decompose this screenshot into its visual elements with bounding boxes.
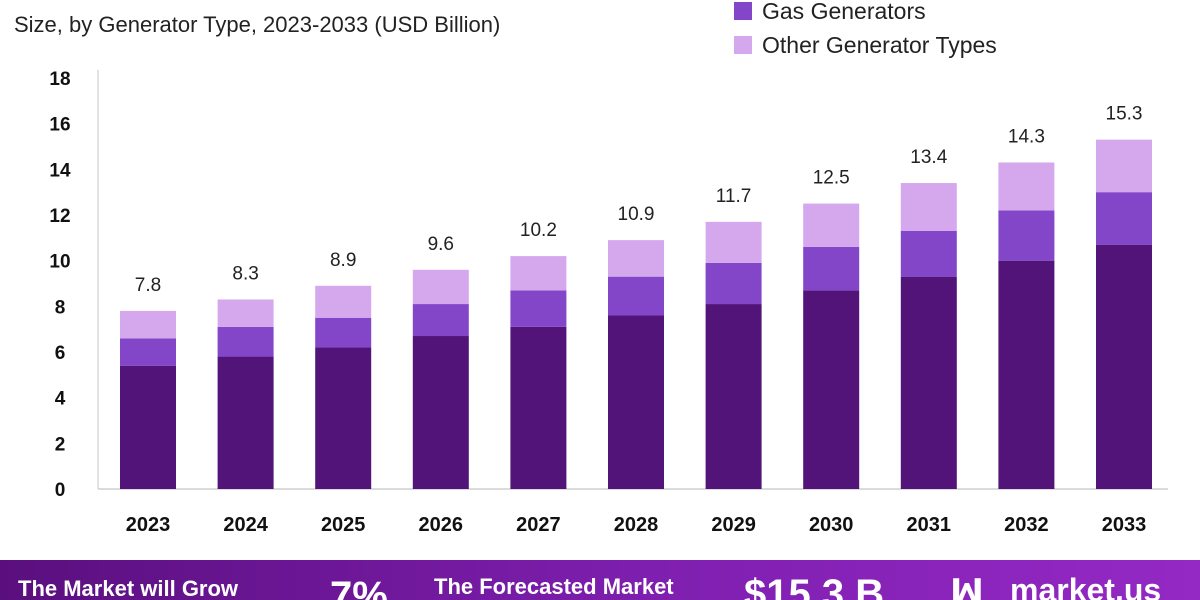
chart-subtitle: Size, by Generator Type, 2023-2033 (USD … (14, 12, 501, 37)
bar-segment-other-generator-types (900, 183, 957, 231)
y-tick-label: 4 (55, 389, 66, 410)
total-value-label: 10.9 (618, 204, 655, 225)
total-value-label: 13.4 (910, 147, 947, 168)
x-tick-label: 2033 (1102, 514, 1147, 536)
total-value-label: 7.8 (135, 275, 161, 296)
bar-segment-diesel-generators (412, 336, 469, 489)
bar-segment-diesel-generators (120, 365, 176, 489)
y-tick-label: 2 (55, 434, 66, 455)
bar-segment-other-generator-types (120, 310, 176, 339)
total-value-label: 8.9 (330, 250, 356, 271)
bar-segment-diesel-generators (315, 347, 372, 489)
total-value-label: 10.2 (520, 220, 557, 241)
bar-segment-other-generator-types (608, 240, 664, 277)
bar-segment-other-generator-types (510, 256, 567, 291)
bar-segment-diesel-generators (1096, 244, 1152, 489)
y-tick-label: 8 (55, 297, 66, 318)
footer-cagr-value: 7% (330, 574, 388, 600)
bar-segment-other-generator-types (803, 203, 860, 247)
bar-segment-other-generator-types (998, 162, 1055, 211)
x-tick-label: 2030 (809, 514, 854, 536)
x-tick-label: 2025 (321, 514, 366, 536)
y-tick-label: 10 (49, 252, 70, 273)
y-tick-label: 16 (49, 115, 70, 136)
legend-item-gas: Gas Generators (734, 0, 997, 28)
x-tick-label: 2024 (223, 514, 268, 536)
bar-segment-gas-generators (803, 246, 860, 291)
bar-segment-diesel-generators (803, 290, 860, 489)
y-tick-label: 6 (55, 343, 66, 364)
bar-segment-other-generator-types (412, 269, 469, 305)
y-tick-label: 18 (49, 69, 70, 90)
bar-segment-diesel-generators (608, 315, 664, 489)
legend-label-other: Other Generator Types (762, 31, 997, 58)
bar-segment-other-generator-types (1096, 139, 1152, 193)
bar-segment-gas-generators (120, 338, 176, 366)
footer-grow-text: The Market will Grow (18, 576, 239, 600)
y-tick-label: 0 (55, 480, 66, 501)
bar-segment-gas-generators (315, 317, 372, 348)
total-value-label: 11.7 (716, 186, 752, 207)
y-tick-label: 14 (49, 160, 71, 181)
footer-brand-name: market.us (1010, 572, 1162, 600)
x-tick-label: 2029 (711, 514, 756, 536)
bar-segment-gas-generators (998, 210, 1055, 261)
legend-swatch-gas (734, 2, 752, 20)
legend-label-gas: Gas Generators (762, 0, 926, 24)
total-value-label: 14.3 (1008, 126, 1045, 147)
bar-segment-gas-generators (1096, 192, 1152, 245)
y-tick-label: 12 (49, 206, 70, 227)
legend: Gas Generators Other Generator Types (734, 0, 997, 62)
total-value-label: 9.6 (428, 234, 454, 255)
ml-logo-icon: ꟽ (950, 573, 984, 600)
bar-segment-other-generator-types (705, 221, 762, 263)
bar-segment-other-generator-types (315, 285, 372, 318)
legend-item-other: Other Generator Types (734, 28, 997, 62)
total-value-label: 8.3 (232, 263, 258, 284)
bar-segment-other-generator-types (217, 299, 274, 327)
bar-segment-diesel-generators (510, 326, 567, 489)
footer-banner: The Market will Grow 7% The Forecasted M… (0, 560, 1200, 600)
bar-segment-diesel-generators (705, 304, 762, 489)
footer-forecast-text: The Forecasted Market (434, 574, 674, 599)
total-value-label: 12.5 (813, 168, 850, 189)
stacked-bar-chart: 0 2 4 6 8 10 12 14 16 18 7.8 2023 8.3 2024 8.9 2025 9.6 2… (49, 69, 1168, 536)
bar-segment-diesel-generators (998, 260, 1055, 489)
x-tick-label: 2031 (907, 514, 952, 536)
x-tick-label: 2028 (614, 514, 659, 536)
legend-swatch-other (734, 36, 752, 54)
bar-segment-gas-generators (217, 326, 274, 357)
footer-forecast-value: $15.3 B (744, 572, 885, 600)
bar-segment-diesel-generators (900, 276, 957, 489)
x-tick-label: 2023 (126, 514, 171, 536)
bar-segment-diesel-generators (217, 356, 274, 489)
x-tick-label: 2027 (516, 514, 561, 536)
bar-segment-gas-generators (900, 230, 957, 277)
bar-segment-gas-generators (705, 262, 762, 305)
total-value-label: 15.3 (1106, 104, 1143, 125)
x-tick-label: 2032 (1004, 514, 1049, 536)
bar-segment-gas-generators (510, 290, 567, 327)
bar-segment-gas-generators (412, 304, 469, 337)
bar-segment-gas-generators (608, 276, 664, 316)
x-tick-label: 2026 (419, 514, 464, 536)
